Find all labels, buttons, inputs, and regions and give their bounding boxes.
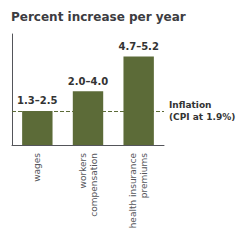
svg-text:workers: workers	[78, 153, 88, 189]
svg-text:2.0–4.0: 2.0–4.0	[68, 76, 108, 87]
svg-text:4.7–5.2: 4.7–5.2	[118, 41, 158, 52]
svg-text:1.3–2.5: 1.3–2.5	[17, 95, 57, 106]
svg-text:health insurance: health insurance	[128, 153, 138, 229]
svg-text:premiums: premiums	[139, 153, 149, 198]
svg-text:(CPI at 1.9%): (CPI at 1.9%)	[169, 112, 235, 122]
svg-text:compensation: compensation	[89, 153, 99, 217]
svg-text:Percent increase per year: Percent increase per year	[11, 10, 186, 24]
svg-text:Inflation: Inflation	[169, 100, 211, 110]
svg-text:wages: wages	[32, 153, 42, 182]
